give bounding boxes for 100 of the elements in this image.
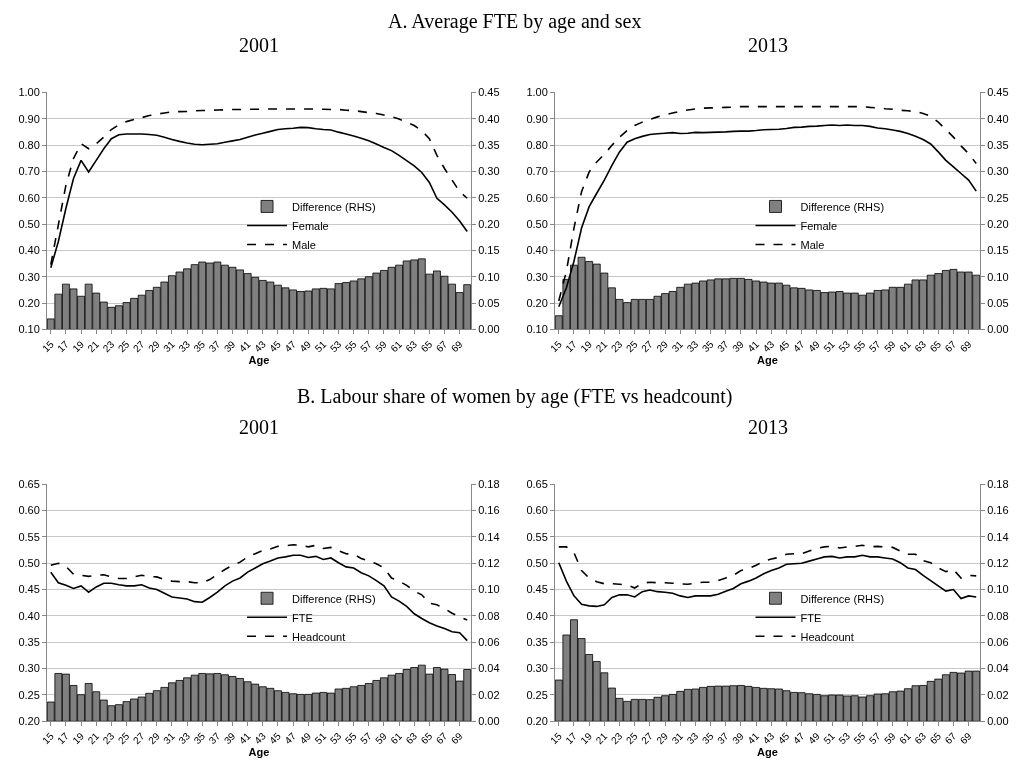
y-tick-label: 0.30 — [18, 270, 40, 283]
x-tick-label: 41 — [236, 338, 253, 355]
x-tick-label: 29 — [654, 730, 671, 747]
y-tick-label: 0.70 — [526, 165, 548, 178]
y2-tick-label: 0.15 — [478, 244, 500, 257]
x-tick-label: 15 — [548, 730, 565, 747]
x-tick-label: 49 — [806, 730, 823, 747]
x-tick-label: 65 — [418, 338, 435, 355]
y2-tick-label: 0.40 — [987, 112, 1009, 125]
x-tick-label: 61 — [388, 338, 405, 355]
x-tick-label: 31 — [161, 338, 178, 355]
x-tick-label: 45 — [267, 338, 284, 355]
y2-tick-label: 0.06 — [987, 636, 1009, 649]
x-tick-label: 55 — [342, 730, 359, 747]
y-tick-label: 0.50 — [18, 217, 40, 230]
x-tick-label: 47 — [282, 338, 299, 355]
y-tick-label: 0.30 — [18, 662, 40, 675]
x-tick-label: 35 — [699, 730, 716, 747]
y2-tick-label: 0.00 — [478, 715, 500, 728]
y2-tick-label: 0.40 — [478, 112, 500, 125]
y-tick-label: 0.40 — [526, 609, 548, 622]
x-tick-label: 61 — [388, 730, 405, 747]
y2-tick-label: 0.10 — [478, 270, 500, 283]
y-tick-label: 0.60 — [526, 504, 548, 517]
x-tick-label: 59 — [373, 730, 390, 747]
y2-tick-label: 0.16 — [987, 504, 1009, 517]
y-tick-label: 0.20 — [18, 296, 40, 309]
y-tick-label: 0.30 — [526, 270, 548, 283]
x-tick-label: 17 — [563, 338, 580, 355]
x-tick-label: 67 — [433, 338, 450, 355]
y2-tick-label: 0.14 — [478, 530, 500, 543]
chart-subtitle: 2013 — [748, 416, 788, 438]
x-tick-label: 39 — [221, 338, 238, 355]
x-tick-label: 25 — [623, 338, 640, 355]
y2-tick-label: 0.45 — [987, 86, 1009, 99]
y-tick-label: 0.50 — [526, 217, 548, 230]
y2-tick-label: 0.35 — [987, 138, 1009, 151]
x-tick-label: 63 — [403, 338, 420, 355]
x-tick-label: 51 — [312, 338, 329, 355]
x-tick-label: 27 — [130, 338, 147, 355]
y2-tick-label: 0.45 — [478, 86, 500, 99]
x-tick-label: 49 — [297, 730, 314, 747]
x-tick-label: 43 — [760, 730, 777, 747]
x-tick-label: 61 — [897, 730, 914, 747]
y2-tick-label: 0.14 — [987, 530, 1009, 543]
y2-tick-label: 0.12 — [478, 557, 500, 570]
x-tick-label: 41 — [745, 338, 762, 355]
y-tick-label: 0.70 — [18, 165, 40, 178]
x-tick-label: 33 — [684, 338, 701, 355]
y-tick-label: 0.60 — [18, 191, 40, 204]
y-tick-label: 0.50 — [18, 557, 40, 570]
y-tick-label: 0.30 — [526, 662, 548, 675]
y2-tick-label: 0.02 — [478, 688, 500, 701]
x-tick-label: 63 — [912, 338, 929, 355]
y2-tick-label: 0.05 — [478, 296, 500, 309]
x-tick-label: 25 — [115, 338, 132, 355]
y2-tick-label: 0.25 — [987, 191, 1009, 204]
x-axis-title: Age — [248, 354, 270, 367]
y-tick-label: 1.00 — [18, 86, 40, 99]
legend-label: Headcount — [292, 630, 346, 643]
x-tick-label: 59 — [882, 730, 898, 747]
x-tick-label: 57 — [358, 338, 375, 355]
y2-tick-label: 0.18 — [987, 478, 1009, 491]
x-tick-label: 41 — [236, 730, 253, 747]
y-tick-label: 0.80 — [526, 138, 548, 151]
y2-tick-label: 0.12 — [987, 557, 1009, 570]
y-tick-label: 0.60 — [526, 191, 548, 204]
y-tick-label: 0.55 — [18, 530, 40, 543]
x-tick-label: 51 — [821, 338, 838, 355]
x-tick-label: 55 — [851, 730, 868, 747]
x-tick-label: 45 — [775, 338, 792, 355]
y-tick-label: 0.40 — [18, 244, 40, 257]
x-tick-label: 23 — [100, 338, 117, 355]
x-tick-label: 27 — [130, 730, 147, 747]
x-tick-label: 19 — [70, 338, 87, 355]
legend-label: Female — [292, 219, 329, 232]
y2-tick-label: 0.20 — [478, 217, 500, 230]
x-axis-title: Age — [248, 746, 270, 759]
x-tick-label: 37 — [206, 338, 223, 355]
y-tick-label: 0.20 — [526, 296, 548, 309]
chart-subtitle: 2001 — [239, 416, 279, 438]
x-tick-label: 53 — [327, 730, 344, 747]
x-tick-label: 53 — [836, 730, 853, 747]
legend-label: Male — [292, 238, 316, 251]
y2-tick-label: 0.30 — [987, 165, 1009, 178]
y-tick-label: 0.20 — [18, 715, 40, 728]
y-tick-label: 0.50 — [526, 557, 548, 570]
line-series — [49, 554, 469, 642]
text: A. Average FTE by age and sex — [388, 10, 642, 33]
x-tick-label: 19 — [70, 730, 87, 747]
x-tick-label: 41 — [745, 730, 762, 747]
legend-label: Difference (RHS) — [800, 200, 885, 213]
line-series — [557, 554, 978, 608]
x-tick-label: 35 — [191, 338, 208, 355]
x-tick-label: 67 — [942, 730, 959, 747]
x-tick-label: 29 — [654, 338, 671, 355]
x-tick-label: 45 — [267, 730, 284, 747]
x-tick-label: 53 — [836, 338, 853, 355]
x-tick-label: 15 — [40, 338, 57, 355]
y-tick-label: 0.40 — [526, 244, 548, 257]
